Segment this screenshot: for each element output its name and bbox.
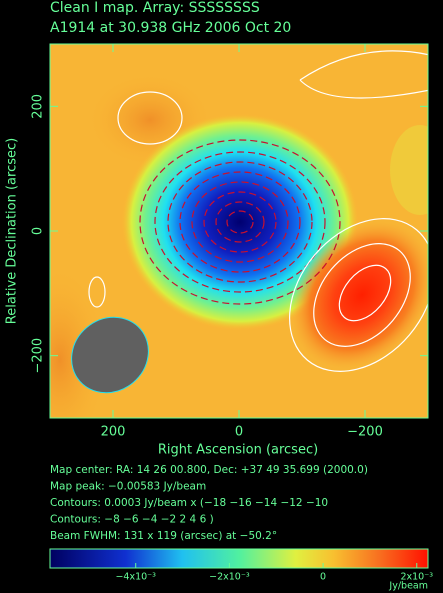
x-tick-label: 200 [101,425,126,440]
info-line: Map peak: −0.00583 Jy/beam [50,481,206,493]
x-tick-label: 0 [235,425,243,440]
info-line: Beam FWHM: 131 x 119 (arcsec) at −50.2° [50,530,277,542]
x-axis-label: Right Ascension (arcsec) [158,443,318,458]
info-line: Contours: −8 −6 −4 −2 2 4 6 ) [50,514,214,526]
y-axis-label: Relative Declination (arcsec) [5,138,20,324]
colorbar-tick-label: −2x10⁻³ [209,572,250,583]
y-tick-label: 0 [31,227,46,235]
y-tick-label: −200 [31,338,46,374]
x-tick-label: −200 [347,425,383,440]
colorbar [49,548,429,569]
colorbar-tick-label: 2x10⁻³ [400,572,433,583]
colorbar-tick-label: 0 [320,572,326,583]
y-tick-label: 200 [31,94,46,119]
colorbar-tick-label: −4x10⁻³ [115,572,156,583]
colorbar-unit: Jy/beam [388,581,428,592]
title: Clean I map. Array: SSSSSSSS [50,0,260,16]
subtitle: A1914 at 30.938 GHz 2006 Oct 20 [50,20,291,36]
info-line: Map center: RA: 14 26 00.800, Dec: +37 4… [50,464,368,476]
info-line: Contours: 0.0003 Jy/beam x (−18 −16 −14 … [50,497,328,509]
map-image [50,44,428,418]
